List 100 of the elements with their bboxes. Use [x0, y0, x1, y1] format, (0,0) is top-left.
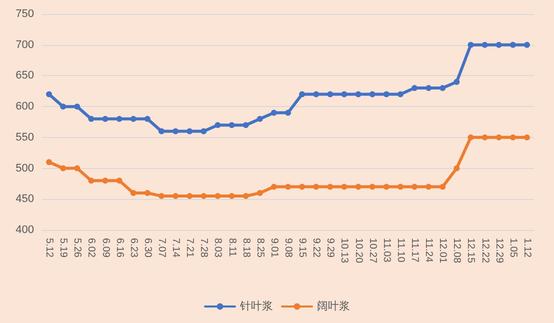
- point: [440, 184, 446, 190]
- point: [88, 116, 94, 122]
- x-tick-label: 12.15: [465, 238, 476, 264]
- point: [299, 184, 306, 190]
- x-tick-label: 9.29: [324, 238, 336, 258]
- y-tick-label: 500: [16, 162, 34, 174]
- x-tick-label: 6.02: [86, 238, 97, 258]
- point: [341, 91, 348, 98]
- point: [74, 104, 80, 110]
- point: [468, 42, 474, 48]
- x-tick-label: 8.18: [240, 238, 252, 258]
- point: [285, 184, 291, 190]
- y-tick-label: 550: [16, 131, 34, 144]
- x-tick-label: 9.01: [268, 238, 280, 258]
- point: [383, 91, 390, 98]
- point: [313, 184, 320, 190]
- x-tick-label: 7.07: [156, 238, 167, 258]
- point: [510, 134, 516, 140]
- point: [397, 184, 404, 190]
- x-tick-label: 5.12: [44, 238, 55, 258]
- point: [116, 178, 122, 184]
- x-tick-label: 8.03: [212, 238, 224, 258]
- point: [214, 122, 221, 128]
- point: [524, 42, 530, 48]
- x-tick-label: 12.08: [451, 238, 462, 264]
- point: [355, 184, 362, 190]
- point: [412, 184, 418, 190]
- x-tick-label: 6.23: [128, 238, 139, 258]
- legend-label: 阔叶浆: [317, 300, 350, 312]
- x-tick-label: 8.11: [226, 238, 238, 258]
- x-tick-label: 11.10: [394, 238, 406, 263]
- x-tick-label: 7.14: [170, 238, 182, 258]
- point: [299, 91, 306, 98]
- point: [510, 42, 516, 48]
- x-tick-label: 12.29: [493, 238, 504, 264]
- point: [130, 190, 136, 196]
- point: [144, 190, 150, 196]
- point: [228, 193, 235, 200]
- point: [440, 85, 446, 92]
- point: [74, 165, 80, 172]
- legend-label: 针叶浆: [239, 300, 273, 312]
- point: [60, 165, 66, 172]
- x-tick-label: 1.05: [507, 238, 518, 258]
- point: [186, 128, 193, 134]
- point: [397, 91, 404, 98]
- x-tick-label: 7.21: [184, 238, 196, 258]
- point: [242, 193, 249, 200]
- x-tick-label: 5.26: [72, 238, 83, 258]
- point: [313, 91, 320, 98]
- x-tick-label: 6.09: [100, 238, 111, 258]
- x-tick-label: 6.30: [142, 238, 153, 258]
- point: [228, 122, 235, 128]
- x-tick-label: 8.25: [254, 238, 266, 258]
- x-tick-label: 5.19: [58, 238, 69, 258]
- point: [482, 42, 488, 48]
- point: [144, 116, 150, 122]
- point: [256, 116, 263, 122]
- point: [256, 190, 263, 196]
- point: [60, 104, 66, 110]
- point: [369, 91, 376, 98]
- point: [524, 134, 530, 140]
- point: [383, 184, 390, 190]
- point: [327, 91, 334, 98]
- x-tick-label: 7.28: [198, 238, 210, 258]
- point: [46, 159, 52, 166]
- point: [454, 78, 460, 85]
- point: [242, 122, 249, 128]
- x-tick-label: 12.01: [437, 238, 448, 264]
- y-tick-label: 750: [16, 8, 34, 20]
- point: [454, 165, 460, 172]
- point: [327, 184, 334, 190]
- point: [158, 128, 164, 134]
- x-tick-label: 9.22: [310, 238, 322, 258]
- point: [46, 91, 52, 98]
- point: [369, 184, 376, 190]
- x-tick-label: 11.17: [409, 238, 420, 263]
- y-tick-label: 400: [16, 224, 34, 236]
- x-tick-label: 1.12: [521, 238, 532, 258]
- point: [200, 193, 207, 200]
- x-tick-label: 11.24: [423, 238, 434, 263]
- point: [172, 128, 179, 134]
- x-tick-label: 9.08: [282, 238, 294, 258]
- point: [102, 178, 108, 184]
- x-tick-label: 11.03: [380, 238, 392, 263]
- point: [341, 184, 348, 190]
- point: [158, 193, 164, 200]
- point: [172, 193, 179, 200]
- point: [355, 91, 362, 98]
- point: [186, 193, 193, 200]
- x-tick-label: 9.15: [296, 238, 308, 258]
- x-tick-label: 10.13: [338, 238, 350, 264]
- point: [426, 85, 432, 92]
- point: [102, 116, 108, 122]
- y-tick-label: 450: [16, 193, 34, 206]
- point: [426, 184, 432, 190]
- point: [214, 193, 221, 200]
- x-tick-label: 12.22: [479, 238, 490, 264]
- y-tick-label: 650: [16, 70, 34, 82]
- point: [88, 178, 94, 184]
- point: [200, 128, 207, 134]
